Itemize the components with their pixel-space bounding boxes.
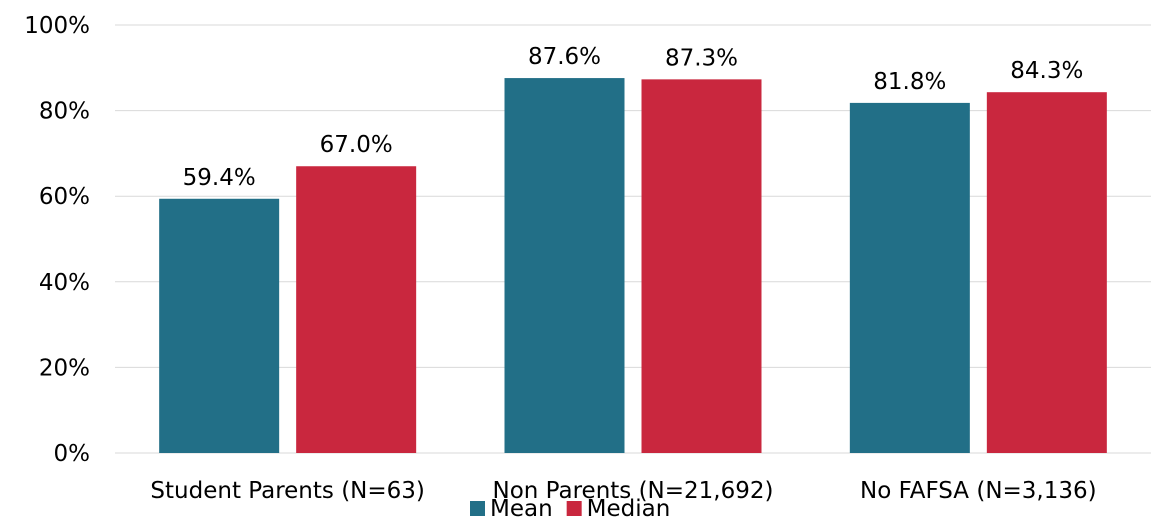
data-label: 81.8% <box>873 69 946 95</box>
bar-median <box>986 92 1107 454</box>
y-tick-label: 60% <box>39 184 90 210</box>
category-label: Student Parents (N=63) <box>150 478 424 504</box>
y-tick-label: 0% <box>54 441 91 467</box>
y-tick-label: 40% <box>39 270 90 296</box>
bar-mean <box>159 198 280 453</box>
data-label: 67.0% <box>320 132 393 158</box>
gridlines <box>115 24 1151 454</box>
legend-label-mean: Mean <box>490 496 553 522</box>
y-tick-label: 20% <box>39 355 90 381</box>
legend: Mean Median <box>470 496 670 522</box>
bar-mean <box>504 78 625 454</box>
legend-swatch-mean <box>470 501 485 516</box>
data-labels: 59.4% 67.0% 87.6% 87.3% 81.8% 84.3% <box>183 44 1084 191</box>
legend-label-median: Median <box>587 496 671 522</box>
bar-median <box>641 79 762 453</box>
y-tick-label: 100% <box>24 13 90 39</box>
category-label: Non Parents (N=21,692) <box>493 478 774 504</box>
category-label: No FAFSA (N=3,136) <box>860 478 1097 504</box>
legend-swatch-median <box>566 501 582 516</box>
bar-median <box>296 166 417 454</box>
x-axis-categories: Student Parents (N=63) Non Parents (N=21,… <box>150 478 1096 504</box>
data-label: 59.4% <box>183 165 256 191</box>
data-label: 87.3% <box>665 45 738 71</box>
y-tick-label: 80% <box>39 99 90 125</box>
bar-mean <box>849 102 970 454</box>
y-axis-ticks: 0% 20% 40% 60% 80% 100% <box>24 13 90 467</box>
data-label: 84.3% <box>1010 58 1083 84</box>
bars <box>159 78 1107 454</box>
data-label: 87.6% <box>528 44 601 70</box>
